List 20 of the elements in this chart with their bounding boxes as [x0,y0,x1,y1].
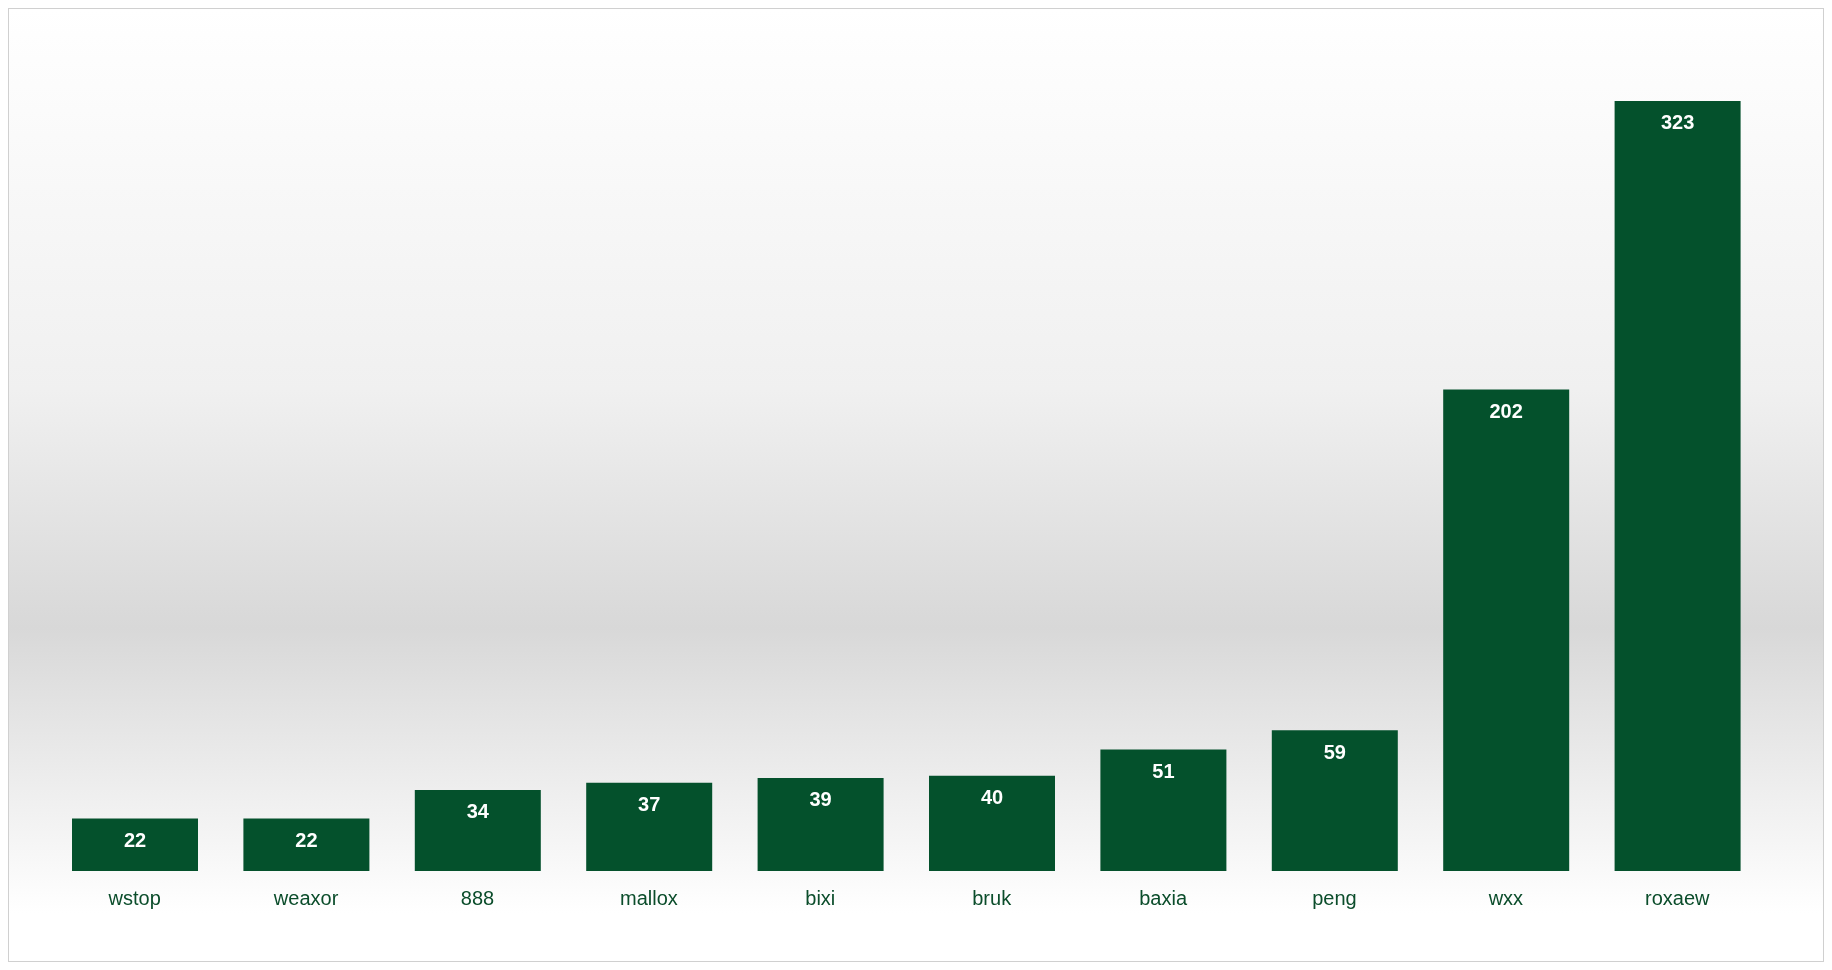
x-tick-label: 888 [460,887,495,910]
data-label: 37 [638,793,661,815]
x-tick-label: wstop [107,887,161,910]
x-tick-label: roxaew [1645,887,1711,910]
data-label: 51 [1152,759,1175,782]
data-label: 22 [123,828,147,851]
x-tick-label: wxx [1487,887,1524,910]
x-tick-label: peng [1312,887,1357,910]
data-label: 59 [1323,740,1346,763]
x-tick-label: weaxor [272,887,339,910]
data-label: 323 [1660,111,1695,134]
x-tick-label: bixi [805,887,836,910]
data-label: 202 [1489,399,1523,422]
data-label: 40 [980,785,1004,808]
data-label: 39 [809,788,832,811]
x-tick-label: bruk [972,887,1013,910]
x-tick-label: baxia [1139,887,1188,910]
data-label: 34 [466,800,490,823]
data-label: 22 [295,828,318,851]
x-tick-label: mallox [620,887,678,910]
